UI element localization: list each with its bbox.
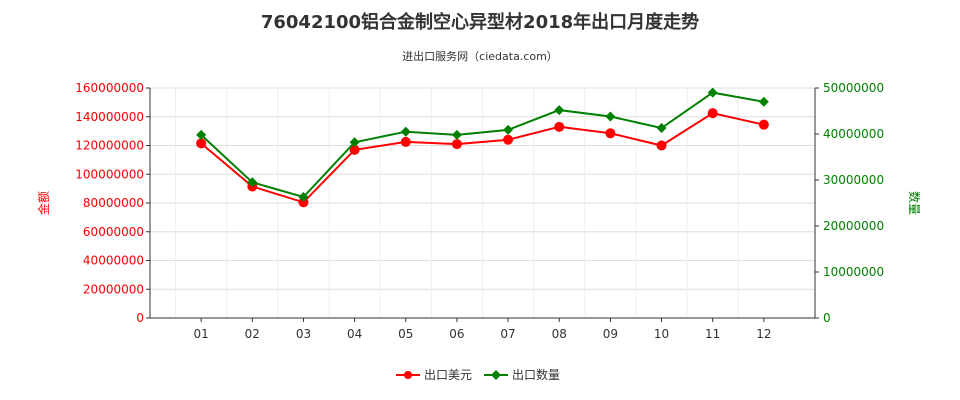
x-tick-label: 11 xyxy=(705,327,720,341)
x-tick-label: 06 xyxy=(449,327,464,341)
left-tick-label: 140000000 xyxy=(75,110,144,124)
legend-marker-export-quantity xyxy=(491,370,501,380)
grid-lines xyxy=(150,87,815,319)
series-layer xyxy=(196,87,769,208)
point-export-usd-06[interactable] xyxy=(451,139,462,150)
point-export-quantity-05[interactable] xyxy=(400,126,411,137)
right-tick-label: 10000000 xyxy=(823,265,884,279)
legend-item-export-usd[interactable]: 出口美元 xyxy=(396,368,472,382)
x-axis-ticks: 01 02 03 04 05 06 07 08 09 10 11 12 xyxy=(194,318,771,341)
left-tick-label: 120000000 xyxy=(75,139,144,153)
chart-title: 76042100铝合金制空心异型材2018年出口月度走势 xyxy=(261,11,699,33)
point-export-quantity-09[interactable] xyxy=(605,111,616,122)
x-tick-label: 12 xyxy=(756,327,771,341)
point-export-usd-11[interactable] xyxy=(707,108,718,119)
right-tick-label: 0 xyxy=(823,311,831,325)
point-export-usd-07[interactable] xyxy=(503,134,514,145)
point-export-quantity-02[interactable] xyxy=(247,177,258,188)
right-axis-ticks: 0 10000000 20000000 30000000 40000000 5000000… xyxy=(815,81,884,325)
point-export-usd-10[interactable] xyxy=(656,140,667,151)
series-line-export-quantity xyxy=(200,91,765,199)
left-axis-label: 金额 xyxy=(36,191,51,215)
point-export-quantity-08[interactable] xyxy=(554,105,565,116)
x-tick-label: 04 xyxy=(347,327,362,341)
point-export-quantity-06[interactable] xyxy=(451,129,462,140)
point-export-quantity-07[interactable] xyxy=(503,124,514,135)
left-tick-label: 40000000 xyxy=(83,254,144,268)
point-export-usd-03[interactable] xyxy=(298,197,309,208)
point-export-quantity-03[interactable] xyxy=(298,192,309,203)
point-export-quantity-11[interactable] xyxy=(707,87,718,98)
x-tick-label: 08 xyxy=(552,327,567,341)
legend[interactable]: 出口美元 出口数量 xyxy=(396,367,560,382)
x-tick-label: 10 xyxy=(654,327,669,341)
right-axis-label: 数量 xyxy=(907,191,922,215)
point-export-usd-05[interactable] xyxy=(400,136,411,147)
legend-label-export-quantity: 出口数量 xyxy=(512,367,560,382)
point-export-usd-09[interactable] xyxy=(605,128,616,139)
x-tick-label: 05 xyxy=(398,327,413,341)
point-export-usd-12[interactable] xyxy=(758,119,769,130)
left-tick-label: 160000000 xyxy=(75,81,144,95)
left-tick-label: 80000000 xyxy=(83,196,144,210)
point-export-usd-04[interactable] xyxy=(349,144,360,155)
point-export-usd-01[interactable] xyxy=(196,138,207,149)
left-tick-label: 100000000 xyxy=(75,167,144,181)
x-tick-label: 07 xyxy=(500,327,515,341)
left-tick-label: 20000000 xyxy=(83,282,144,296)
x-tick-label: 09 xyxy=(603,327,618,341)
x-tick-label: 01 xyxy=(194,327,209,341)
legend-item-export-quantity[interactable]: 出口数量 xyxy=(484,367,560,382)
x-tick-label: 02 xyxy=(245,327,260,341)
left-tick-label: 0 xyxy=(136,311,144,325)
point-export-quantity-12[interactable] xyxy=(758,96,769,107)
right-tick-label: 40000000 xyxy=(823,127,884,141)
right-tick-label: 50000000 xyxy=(823,81,884,95)
right-tick-label: 30000000 xyxy=(823,173,884,187)
point-export-quantity-10[interactable] xyxy=(656,123,667,134)
x-tick-label: 03 xyxy=(296,327,311,341)
left-tick-label: 60000000 xyxy=(83,225,144,239)
point-export-quantity-01[interactable] xyxy=(196,129,207,140)
legend-marker-export-usd xyxy=(404,371,412,379)
point-export-quantity-04[interactable] xyxy=(349,137,360,148)
chart-subtitle: 进出口服务网（ciedata.com） xyxy=(402,49,558,63)
series-line-export-usd xyxy=(200,112,765,204)
legend-label-export-usd: 出口美元 xyxy=(424,368,472,382)
point-export-usd-08[interactable] xyxy=(554,121,565,132)
left-axis-ticks: 0 20000000 40000000 60000000 80000000 1000000… xyxy=(75,81,150,325)
right-tick-label: 20000000 xyxy=(823,219,884,233)
